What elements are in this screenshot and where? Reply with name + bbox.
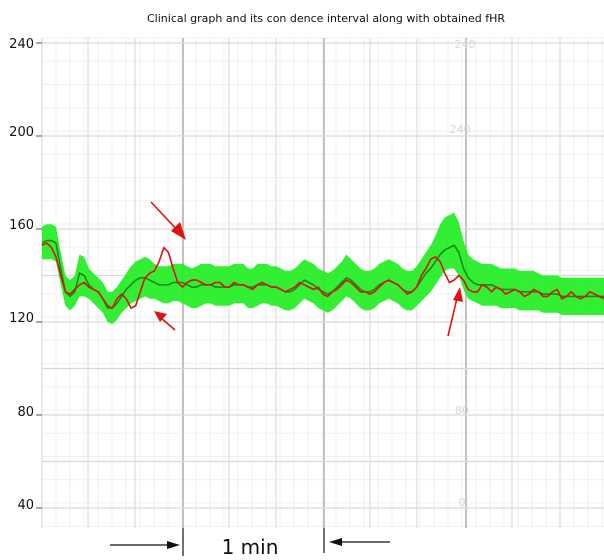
annotation-arrows bbox=[150, 201, 463, 337]
confidence-interval-band bbox=[41, 212, 604, 325]
obtained-fhr-line bbox=[41, 242, 604, 309]
paper-tick-label: 0 bbox=[459, 496, 466, 509]
y-tick-label: 120 bbox=[9, 311, 34, 326]
clinical-graph-line bbox=[41, 239, 604, 309]
scale-bar-label: 1 min bbox=[222, 535, 279, 559]
time-scale-bar: 1 min bbox=[110, 528, 390, 559]
y-tick-label: 200 bbox=[9, 125, 34, 140]
y-tick-label: 80 bbox=[17, 405, 34, 420]
y-tick-label: 240 bbox=[9, 37, 34, 52]
y-axis: 240 200 160 120 80 40 bbox=[9, 37, 34, 513]
annotation-arrow bbox=[154, 311, 176, 331]
paper-tick-label: 80 bbox=[455, 404, 469, 417]
annotation-arrow bbox=[447, 287, 463, 337]
y-tick-label: 40 bbox=[17, 498, 34, 513]
paper-tick-label: 240 bbox=[455, 38, 476, 51]
confidence-interval-area bbox=[42, 212, 604, 325]
y-tick-label: 160 bbox=[9, 218, 34, 233]
annotation-arrow bbox=[150, 201, 186, 240]
paper-ghost-labels: 240 240 80 0 bbox=[450, 38, 476, 509]
fhr-line-group bbox=[41, 242, 604, 309]
paper-tick-label: 240 bbox=[450, 123, 471, 136]
chart-title: Clinical graph and its con dence interva… bbox=[147, 12, 505, 25]
